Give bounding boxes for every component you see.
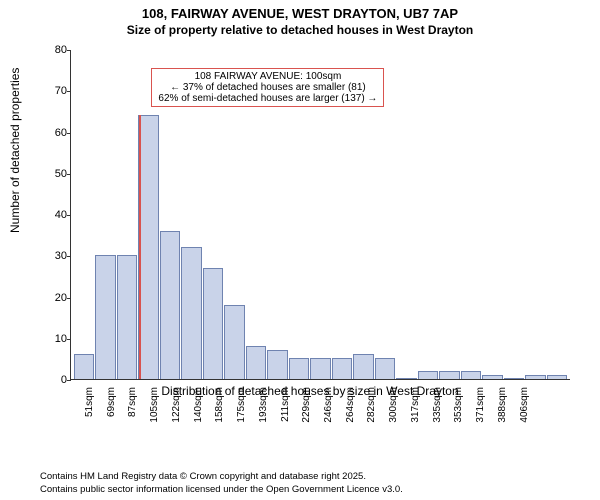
annotation-line2: ← 37% of detached houses are smaller (81… <box>158 82 377 93</box>
bar <box>525 375 546 379</box>
ytick-label: 50 <box>43 168 67 180</box>
ytick <box>67 174 71 175</box>
y-axis-label: Number of detached properties <box>8 68 22 233</box>
bar <box>353 354 374 379</box>
bar <box>203 268 224 379</box>
ytick-label: 80 <box>43 44 67 56</box>
ytick <box>67 133 71 134</box>
annotation-line3: 62% of semi-detached houses are larger (… <box>158 93 377 104</box>
bar <box>439 371 460 379</box>
bar <box>418 371 439 379</box>
bar <box>246 346 267 379</box>
annotation-box: 108 FAIRWAY AVENUE: 100sqm ← 37% of deta… <box>151 68 384 107</box>
attribution-line1: Contains HM Land Registry data © Crown c… <box>40 471 590 483</box>
ytick-label: 60 <box>43 127 67 139</box>
ytick <box>67 215 71 216</box>
bar <box>160 231 181 380</box>
bar <box>224 305 245 379</box>
annotation-line1: 108 FAIRWAY AVENUE: 100sqm <box>158 71 377 82</box>
plot-region: 51sqm69sqm87sqm105sqm122sqm140sqm158sqm1… <box>70 50 570 380</box>
chart-subtitle: Size of property relative to detached ho… <box>0 23 600 37</box>
ytick-label: 70 <box>43 85 67 97</box>
bar <box>289 358 310 379</box>
ytick <box>67 339 71 340</box>
bar <box>504 378 525 379</box>
bar <box>267 350 288 379</box>
bar <box>332 358 353 379</box>
ytick <box>67 298 71 299</box>
ytick-label: 10 <box>43 333 67 345</box>
bar <box>117 255 138 379</box>
x-axis-label: Distribution of detached houses by size … <box>40 384 580 398</box>
highlight-marker <box>139 115 141 379</box>
bar <box>547 375 568 379</box>
bar <box>375 358 396 379</box>
ytick-label: 40 <box>43 209 67 221</box>
ytick <box>67 256 71 257</box>
bar <box>461 371 482 379</box>
bar <box>74 354 95 379</box>
chart-area: 51sqm69sqm87sqm105sqm122sqm140sqm158sqm1… <box>40 50 580 430</box>
ytick <box>67 91 71 92</box>
bar <box>310 358 331 379</box>
ytick-label: 20 <box>43 292 67 304</box>
bar <box>482 375 503 379</box>
bar <box>138 115 159 379</box>
ytick-label: 30 <box>43 250 67 262</box>
ytick <box>67 50 71 51</box>
bar <box>181 247 202 379</box>
attribution: Contains HM Land Registry data © Crown c… <box>40 471 590 496</box>
attribution-line2: Contains public sector information licen… <box>40 484 590 496</box>
chart-title: 108, FAIRWAY AVENUE, WEST DRAYTON, UB7 7… <box>0 6 600 21</box>
bar <box>396 378 417 379</box>
bar <box>95 255 116 379</box>
ytick <box>67 380 71 381</box>
